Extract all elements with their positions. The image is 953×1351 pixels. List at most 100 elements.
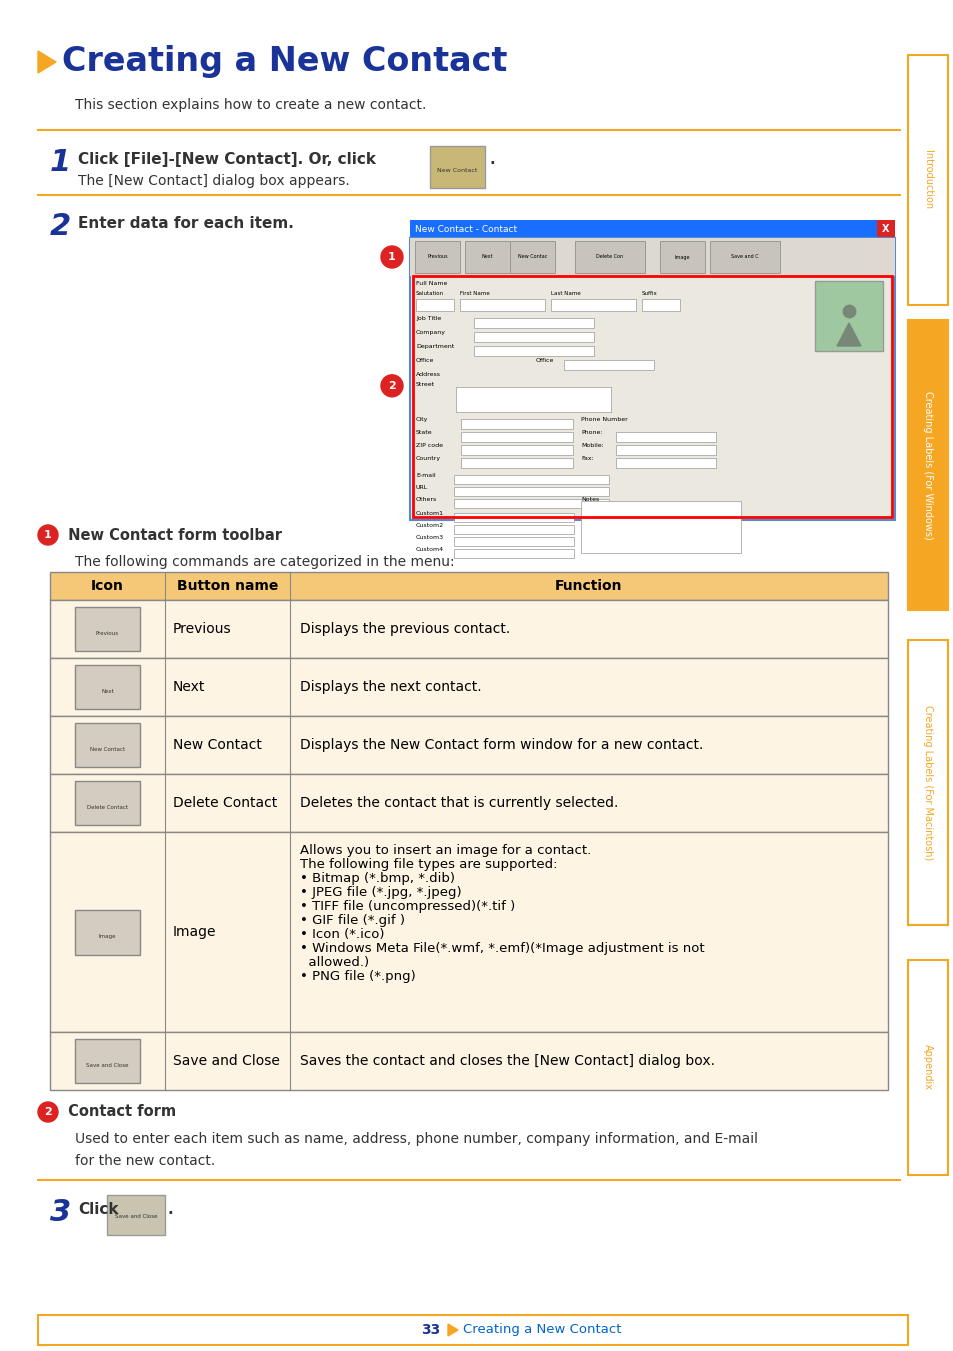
Text: The [New Contact] dialog box appears.: The [New Contact] dialog box appears. bbox=[78, 174, 350, 188]
FancyBboxPatch shape bbox=[50, 658, 887, 716]
Text: This section explains how to create a new contact.: This section explains how to create a ne… bbox=[75, 99, 426, 112]
Text: .: . bbox=[490, 153, 496, 168]
FancyBboxPatch shape bbox=[454, 536, 574, 546]
FancyBboxPatch shape bbox=[460, 432, 573, 442]
FancyBboxPatch shape bbox=[459, 299, 544, 311]
Text: Suffix: Suffix bbox=[641, 290, 657, 296]
FancyBboxPatch shape bbox=[460, 458, 573, 467]
Text: Creating a New Contact: Creating a New Contact bbox=[62, 46, 507, 78]
FancyBboxPatch shape bbox=[709, 240, 780, 273]
Text: Image: Image bbox=[674, 254, 690, 259]
Text: URL: URL bbox=[416, 485, 428, 490]
Text: Previous: Previous bbox=[427, 254, 447, 259]
FancyBboxPatch shape bbox=[814, 281, 882, 351]
Text: Image: Image bbox=[172, 925, 216, 939]
FancyBboxPatch shape bbox=[907, 640, 947, 925]
Text: Custom3: Custom3 bbox=[416, 535, 444, 540]
FancyBboxPatch shape bbox=[50, 571, 887, 600]
Text: New Contac: New Contac bbox=[517, 254, 547, 259]
Text: New Contact: New Contact bbox=[90, 747, 125, 753]
Text: • JPEG file (*.jpg, *.jpeg): • JPEG file (*.jpg, *.jpeg) bbox=[299, 886, 461, 898]
FancyBboxPatch shape bbox=[75, 1039, 140, 1084]
Text: Others: Others bbox=[416, 497, 436, 503]
Text: Icon: Icon bbox=[91, 580, 124, 593]
Text: Enter data for each item.: Enter data for each item. bbox=[78, 216, 294, 231]
Text: 2: 2 bbox=[44, 1106, 51, 1117]
Circle shape bbox=[380, 246, 402, 267]
Circle shape bbox=[38, 1102, 58, 1121]
FancyBboxPatch shape bbox=[75, 723, 140, 767]
Text: Next: Next bbox=[101, 689, 113, 694]
Text: City: City bbox=[416, 417, 428, 422]
Text: Button name: Button name bbox=[176, 580, 278, 593]
FancyBboxPatch shape bbox=[616, 458, 716, 467]
FancyBboxPatch shape bbox=[75, 781, 140, 825]
Text: Phone:: Phone: bbox=[580, 430, 602, 435]
Text: Department: Department bbox=[416, 345, 454, 349]
FancyBboxPatch shape bbox=[454, 486, 608, 496]
Text: ZIP code: ZIP code bbox=[416, 443, 442, 449]
Text: Office: Office bbox=[536, 358, 554, 363]
Text: Creating Labels (For Windows): Creating Labels (For Windows) bbox=[923, 390, 932, 539]
FancyBboxPatch shape bbox=[75, 607, 140, 651]
Text: State: State bbox=[416, 430, 432, 435]
Text: Displays the next contact.: Displays the next contact. bbox=[299, 680, 481, 694]
Text: 2: 2 bbox=[50, 212, 71, 240]
Text: Click [File]-[New Contact]. Or, click: Click [File]-[New Contact]. Or, click bbox=[78, 153, 375, 168]
FancyBboxPatch shape bbox=[907, 55, 947, 305]
Polygon shape bbox=[448, 1324, 457, 1336]
Text: Function: Function bbox=[555, 580, 622, 593]
FancyBboxPatch shape bbox=[454, 549, 574, 558]
Text: Previous: Previous bbox=[96, 631, 119, 636]
Text: • Bitmap (*.bmp, *.dib): • Bitmap (*.bmp, *.dib) bbox=[299, 871, 455, 885]
FancyBboxPatch shape bbox=[50, 774, 887, 832]
FancyBboxPatch shape bbox=[50, 600, 887, 658]
Text: Creating a New Contact: Creating a New Contact bbox=[462, 1324, 620, 1336]
Text: Custom2: Custom2 bbox=[416, 523, 444, 528]
Text: Deletes the contact that is currently selected.: Deletes the contact that is currently se… bbox=[299, 796, 618, 811]
Polygon shape bbox=[836, 323, 861, 346]
Text: Saves the contact and closes the [New Contact] dialog box.: Saves the contact and closes the [New Co… bbox=[299, 1054, 714, 1069]
Text: • Windows Meta File(*.wmf, *.emf)(*Image adjustment is not: • Windows Meta File(*.wmf, *.emf)(*Image… bbox=[299, 942, 704, 955]
Text: for the new contact.: for the new contact. bbox=[75, 1154, 215, 1169]
Text: New Contact - Contact: New Contact - Contact bbox=[415, 224, 517, 234]
Text: allowed.): allowed.) bbox=[299, 957, 369, 969]
Text: Notes: Notes bbox=[580, 497, 598, 503]
FancyBboxPatch shape bbox=[551, 299, 636, 311]
FancyBboxPatch shape bbox=[75, 665, 140, 709]
Text: 1: 1 bbox=[388, 253, 395, 262]
Text: Used to enter each item such as name, address, phone number, company information: Used to enter each item such as name, ad… bbox=[75, 1132, 758, 1146]
Text: Job Title: Job Title bbox=[416, 316, 441, 322]
Text: • TIFF file (uncompressed)(*.tif ): • TIFF file (uncompressed)(*.tif ) bbox=[299, 900, 515, 913]
Text: Previous: Previous bbox=[172, 621, 232, 636]
FancyBboxPatch shape bbox=[38, 1315, 907, 1346]
Text: • PNG file (*.png): • PNG file (*.png) bbox=[299, 970, 416, 984]
FancyBboxPatch shape bbox=[616, 432, 716, 442]
Text: Full Name: Full Name bbox=[416, 281, 447, 286]
FancyBboxPatch shape bbox=[454, 513, 574, 521]
Text: 2: 2 bbox=[388, 381, 395, 390]
FancyBboxPatch shape bbox=[907, 961, 947, 1175]
Circle shape bbox=[38, 526, 58, 544]
FancyBboxPatch shape bbox=[460, 444, 573, 455]
Text: New Contact form toolbar: New Contact form toolbar bbox=[63, 527, 282, 543]
Text: Delete Contact: Delete Contact bbox=[87, 805, 128, 809]
FancyBboxPatch shape bbox=[616, 444, 716, 455]
Text: Street: Street bbox=[416, 382, 435, 386]
FancyBboxPatch shape bbox=[454, 476, 608, 484]
FancyBboxPatch shape bbox=[563, 359, 654, 370]
FancyBboxPatch shape bbox=[474, 332, 594, 342]
Text: Office: Office bbox=[416, 358, 434, 363]
Text: Click: Click bbox=[78, 1202, 118, 1217]
Text: Delete Contact: Delete Contact bbox=[172, 796, 277, 811]
Text: New Contact: New Contact bbox=[436, 168, 476, 173]
Text: Fax:: Fax: bbox=[580, 457, 593, 461]
FancyBboxPatch shape bbox=[50, 716, 887, 774]
FancyBboxPatch shape bbox=[907, 320, 947, 611]
FancyBboxPatch shape bbox=[107, 1196, 165, 1235]
Text: The following file types are supported:: The following file types are supported: bbox=[299, 858, 557, 871]
FancyBboxPatch shape bbox=[430, 146, 484, 188]
Text: Company: Company bbox=[416, 330, 446, 335]
Text: Phone Number: Phone Number bbox=[580, 417, 627, 422]
FancyBboxPatch shape bbox=[454, 499, 608, 508]
